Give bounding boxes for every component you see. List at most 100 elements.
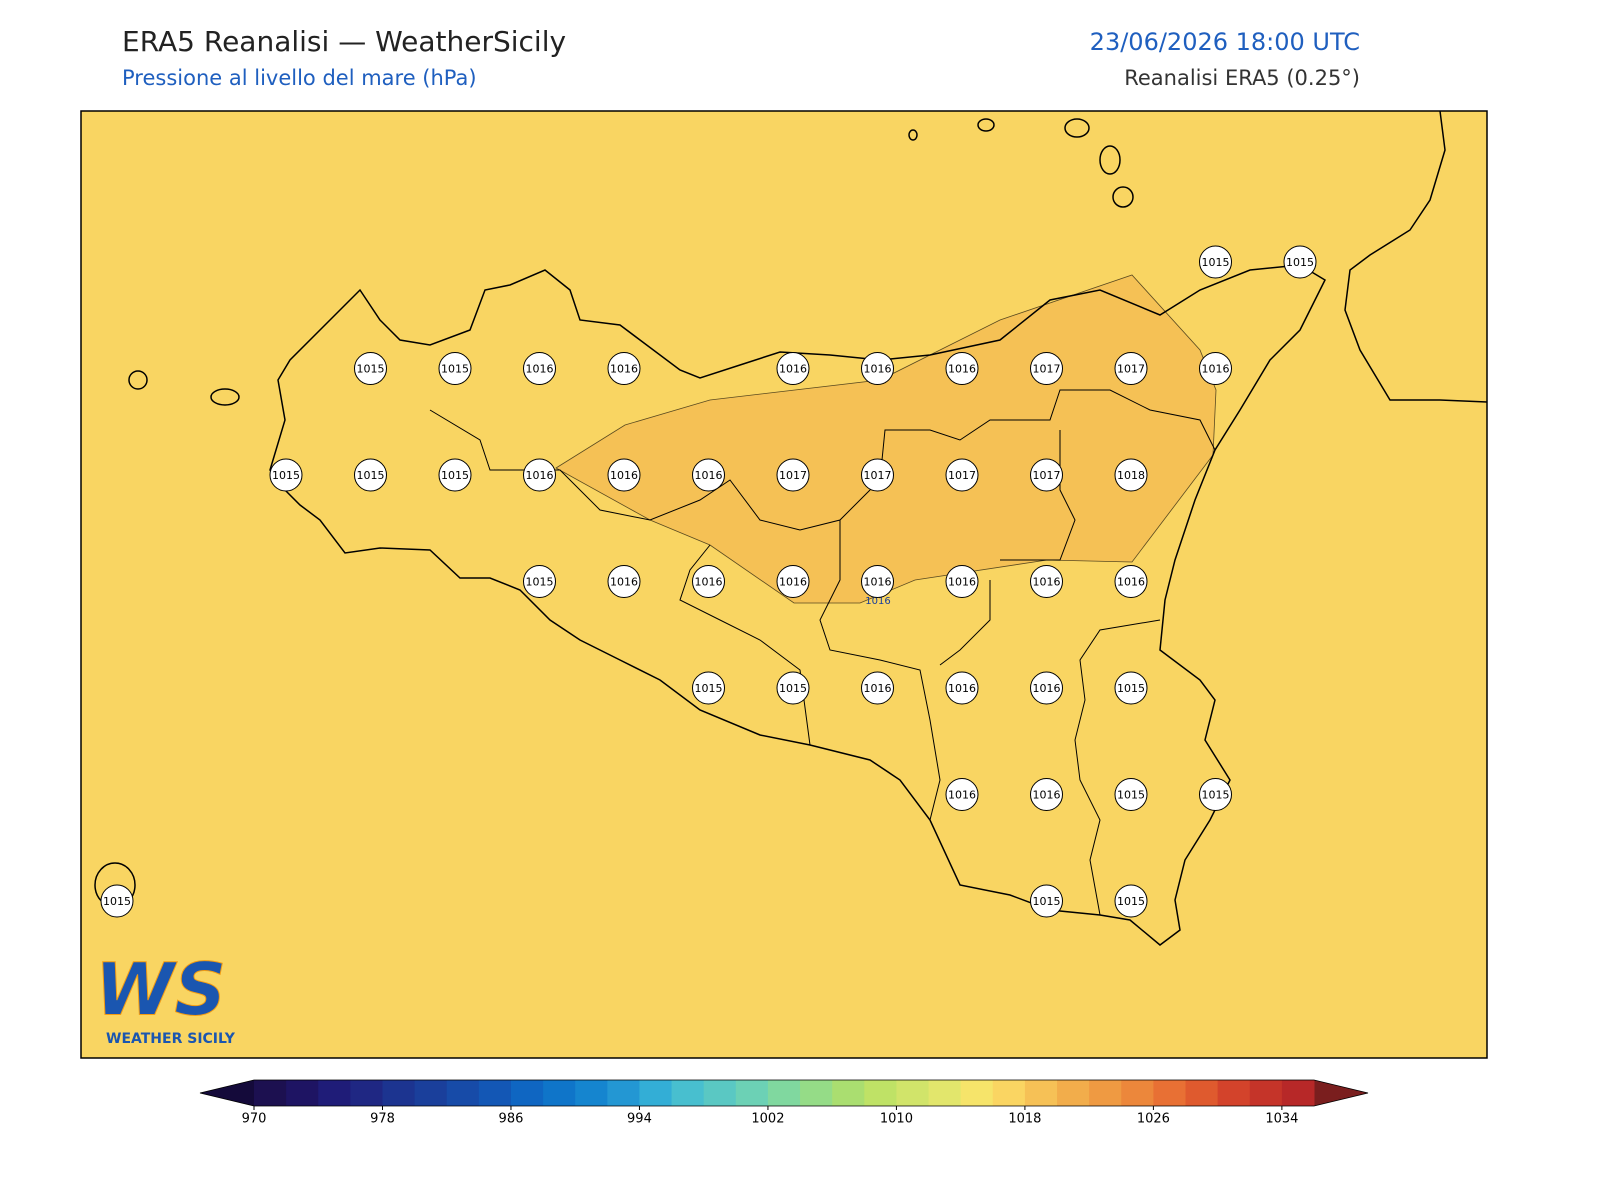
station-value: 1016: [779, 576, 807, 589]
station-value: 1017: [779, 469, 807, 482]
station-marker: [523, 352, 556, 385]
colorbar-box: [1249, 1080, 1283, 1106]
station-value: 1015: [357, 469, 385, 482]
station-marker: [692, 565, 725, 598]
island: [210, 388, 240, 406]
station-value: 1016: [526, 469, 554, 482]
station-marker: [1114, 778, 1148, 811]
station-value: 1016: [1117, 576, 1145, 589]
colorbar-tick-label: 1010: [880, 1112, 913, 1127]
station-value: 1015: [1117, 895, 1145, 908]
station-value: 1015: [272, 469, 300, 482]
colorbar-box: [286, 1080, 319, 1106]
colorbar-over: [1314, 1080, 1368, 1106]
station-value: 1016: [948, 789, 976, 802]
colorbar-box: [510, 1080, 544, 1106]
colorbar-box: [382, 1080, 416, 1106]
colorbar-box: [1185, 1080, 1219, 1106]
colorbar-box: [800, 1080, 833, 1106]
colorbar-under: [200, 1080, 254, 1106]
station-marker: [1114, 671, 1148, 705]
station-value: 1015: [1202, 789, 1230, 802]
station-marker: [269, 458, 303, 492]
station-marker: [1030, 884, 1063, 918]
station-marker: [861, 352, 894, 385]
station-marker: [692, 458, 725, 492]
station-marker: [607, 352, 641, 385]
logo: WS WEATHER SICILY: [95, 947, 236, 1047]
island: [977, 118, 995, 132]
station-value: 1017: [1033, 363, 1061, 376]
station-marker: [1114, 458, 1148, 492]
station-marker: [1199, 245, 1232, 279]
station-marker: [776, 458, 810, 492]
station-value: 1016: [864, 363, 892, 376]
station-marker: [945, 352, 979, 385]
station-value: 1018: [1117, 469, 1145, 482]
station-marker: [1030, 778, 1063, 811]
station-marker: [1114, 884, 1148, 918]
colorbar-tick-label: 986: [499, 1112, 524, 1127]
station-value: 1016: [948, 682, 976, 695]
station-value: 1016: [1033, 576, 1061, 589]
colorbar-box: [1217, 1080, 1251, 1106]
station-marker: [776, 565, 810, 598]
station-value: 1015: [695, 682, 723, 695]
station-value: 1015: [441, 363, 469, 376]
station-value: 1016: [610, 576, 638, 589]
station-value: 1016: [779, 363, 807, 376]
stations: 1015 1015 1015 1015 1016 1016 1016 1016 1016 1017…: [100, 245, 1317, 918]
station-marker: [438, 352, 472, 385]
colorbar-box: [575, 1080, 608, 1106]
station-marker: [1283, 245, 1317, 279]
colorbar-box: [992, 1080, 1026, 1106]
colorbar-box: [703, 1080, 737, 1106]
colorbar-tick-label: 1018: [1008, 1112, 1041, 1127]
colorbar-box: [1281, 1080, 1315, 1106]
colorbar-outline: [199, 1079, 1369, 1107]
station-marker: [945, 671, 979, 705]
colorbar-box: [735, 1080, 769, 1106]
station-value: 1016: [695, 469, 723, 482]
colorbar-tick-label: 994: [627, 1112, 652, 1127]
station-value: 1017: [1033, 469, 1061, 482]
station-marker: [861, 671, 894, 705]
subtitle: Pressione al livello del mare (hPa): [122, 66, 477, 90]
station-marker: [945, 778, 979, 811]
station-value: 1016: [864, 682, 892, 695]
colorbar-box: [1024, 1080, 1058, 1106]
station-value: 1017: [864, 469, 892, 482]
station-marker: [1114, 352, 1148, 385]
station-value: 1016: [864, 576, 892, 589]
colorbar-box: [671, 1080, 705, 1106]
island: [1112, 186, 1134, 208]
station-value: 1016: [610, 469, 638, 482]
colorbar-box: [254, 1080, 287, 1106]
colorbar-tick-label: 1026: [1137, 1112, 1170, 1127]
station-marker: [354, 458, 387, 492]
station-value: 1015: [779, 682, 807, 695]
island: [1064, 118, 1090, 138]
coastline: [269, 264, 1326, 946]
station-value: 1016: [948, 576, 976, 589]
station-marker: [776, 671, 810, 705]
station-value: 1017: [948, 469, 976, 482]
station-value: 1015: [1033, 895, 1061, 908]
station-marker: [776, 352, 810, 385]
station-value: 1015: [1286, 256, 1314, 269]
station-value: 1016: [948, 363, 976, 376]
colorbar-box: [928, 1080, 962, 1106]
station-marker: [438, 458, 472, 492]
colorbar-box: [832, 1080, 865, 1106]
station-marker: [945, 565, 979, 598]
colorbar-tick-label: 970: [242, 1112, 267, 1127]
station-value: 1015: [1117, 789, 1145, 802]
colorbar-box: [639, 1080, 673, 1106]
colorbar-box: [960, 1080, 994, 1106]
island: [128, 370, 148, 390]
station-marker: [1199, 778, 1232, 811]
colorbar-box: [767, 1080, 801, 1106]
station-value: 1016: [1202, 363, 1230, 376]
colorbar-box: [1153, 1080, 1187, 1106]
map-frame: [80, 110, 1488, 1059]
